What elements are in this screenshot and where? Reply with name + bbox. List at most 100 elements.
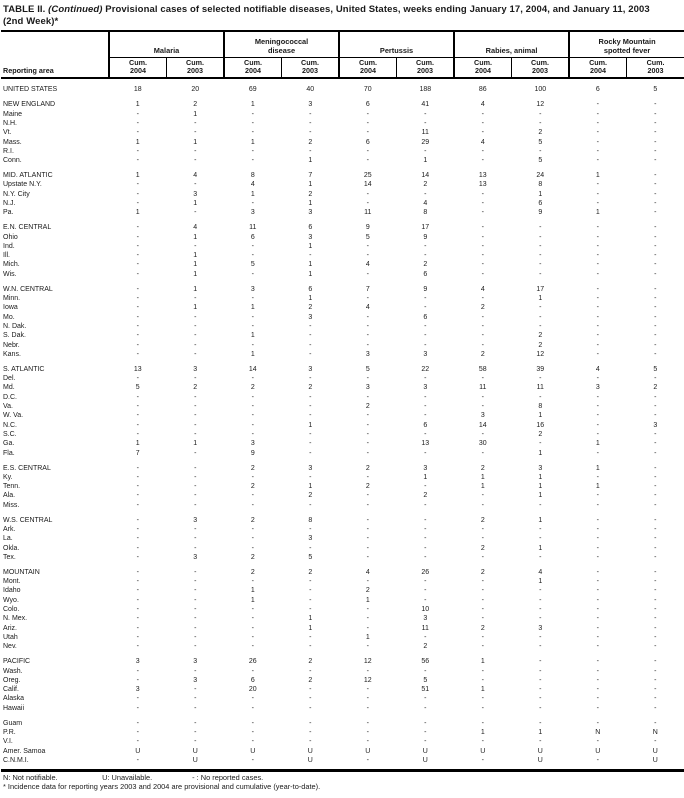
value-cell: 1 xyxy=(135,209,140,217)
value-cell: - xyxy=(596,526,599,533)
value-cell: 1 xyxy=(480,658,485,666)
subcol-cum-label: Cum. xyxy=(186,57,204,67)
value-cell: - xyxy=(194,535,197,543)
table-row: Miss. - - - - - - - - - - xyxy=(1,500,684,509)
value-cell: - xyxy=(481,615,484,623)
area-label: Calif. xyxy=(3,686,19,694)
table-row: Utah - - - - 1 - - - - - xyxy=(1,633,684,642)
value-cell: - xyxy=(136,473,139,481)
table-row: W. Va. - - - - - - 3 1 - - xyxy=(1,411,684,420)
value-cell: - xyxy=(424,553,427,561)
value-cell: - xyxy=(136,285,139,293)
value-cell: - xyxy=(251,606,254,614)
value-cell: 2 xyxy=(250,568,255,576)
value-cell: - xyxy=(251,704,254,712)
value-cell: - xyxy=(251,719,254,727)
value-cell: - xyxy=(251,624,254,632)
table-row: Ind. - - - 1 - - - - - - xyxy=(1,242,684,251)
value-cell: - xyxy=(481,341,484,349)
value-cell: - xyxy=(596,322,599,330)
value-cell: - xyxy=(194,375,197,383)
value-cell: - xyxy=(366,686,369,694)
value-cell: - xyxy=(481,526,484,533)
value-cell: 1 xyxy=(135,172,140,180)
area-label: MOUNTAIN xyxy=(3,568,40,576)
value-cell: - xyxy=(136,181,139,189)
value-cell: - xyxy=(654,261,657,269)
area-label: Wash. xyxy=(3,667,23,675)
value-cell: - xyxy=(596,756,599,764)
value-cell: - xyxy=(194,119,197,127)
value-cell: - xyxy=(596,596,599,604)
value-cell: - xyxy=(136,568,139,576)
value-cell: 1 xyxy=(193,110,198,118)
value-cell: - xyxy=(596,667,599,675)
value-cell: - xyxy=(596,129,599,137)
value-cell: - xyxy=(654,129,657,137)
value-cell: 4 xyxy=(480,101,485,109)
value-cell: 9 xyxy=(423,285,428,293)
value-cell: 8 xyxy=(308,516,313,524)
value-cell: - xyxy=(136,624,139,632)
value-cell: - xyxy=(194,719,197,727)
value-cell: - xyxy=(481,756,484,764)
value-cell: - xyxy=(136,129,139,137)
value-cell: 6 xyxy=(423,270,428,278)
value-cell: 6 xyxy=(423,313,428,321)
value-cell: - xyxy=(251,643,254,651)
table-row: R.I. - - - - - - - - - - xyxy=(1,147,684,156)
value-cell: 2 xyxy=(308,492,313,500)
value-cell: - xyxy=(136,596,139,604)
value-cell: 12 xyxy=(536,350,545,358)
value-cell: 4 xyxy=(193,172,198,180)
value-cell: 30 xyxy=(478,440,487,448)
value-cell: - xyxy=(596,110,599,118)
legend-no-reported-cases: - : No reported cases. xyxy=(192,772,264,782)
value-cell: - xyxy=(251,375,254,383)
reporting-area-header: Reporting area xyxy=(1,29,109,80)
value-cell: 3 xyxy=(595,384,600,392)
value-cell: - xyxy=(251,252,254,260)
value-cell: 2 xyxy=(250,483,255,491)
value-cell: - xyxy=(481,704,484,712)
value-cell: - xyxy=(194,350,197,358)
value-cell: - xyxy=(366,421,369,429)
value-cell: - xyxy=(309,719,312,727)
value-cell: U xyxy=(192,756,198,764)
value-cell: 14 xyxy=(363,181,372,189)
value-cell: - xyxy=(654,172,657,180)
area-label: Okla. xyxy=(3,544,20,552)
value-cell: 3 xyxy=(423,464,428,472)
title-text: Provisional cases of selected notifiable… xyxy=(102,4,650,15)
value-cell: - xyxy=(136,676,139,684)
area-label: D.C. xyxy=(3,393,17,401)
value-cell: 188 xyxy=(419,86,432,94)
value-cell: - xyxy=(539,676,542,684)
value-cell: - xyxy=(481,233,484,241)
subcol-header: Cum. 2004 xyxy=(108,57,167,80)
value-cell: - xyxy=(654,633,657,641)
value-cell: - xyxy=(136,667,139,675)
value-cell: - xyxy=(309,252,312,260)
value-cell: - xyxy=(596,578,599,586)
value-cell: 1 xyxy=(308,483,313,491)
value-cell: - xyxy=(596,676,599,684)
title-prefix: TABLE II. xyxy=(3,4,49,15)
value-cell: - xyxy=(136,393,139,401)
area-label: N.H. xyxy=(3,119,17,127)
value-cell: - xyxy=(309,412,312,420)
value-cell: - xyxy=(309,129,312,137)
value-cell: - xyxy=(539,270,542,278)
value-cell: 4 xyxy=(365,568,370,576)
value-cell: - xyxy=(654,606,657,614)
value-cell: - xyxy=(136,526,139,533)
value-cell: 1 xyxy=(423,473,428,481)
value-cell: - xyxy=(596,412,599,420)
value-cell: - xyxy=(366,501,369,509)
value-cell: - xyxy=(309,322,312,330)
value-cell: - xyxy=(539,252,542,260)
value-cell: 3 xyxy=(538,464,543,472)
value-cell: 3 xyxy=(250,285,255,293)
table-header: Reporting area Malaria Meningococcal dis… xyxy=(1,29,684,80)
